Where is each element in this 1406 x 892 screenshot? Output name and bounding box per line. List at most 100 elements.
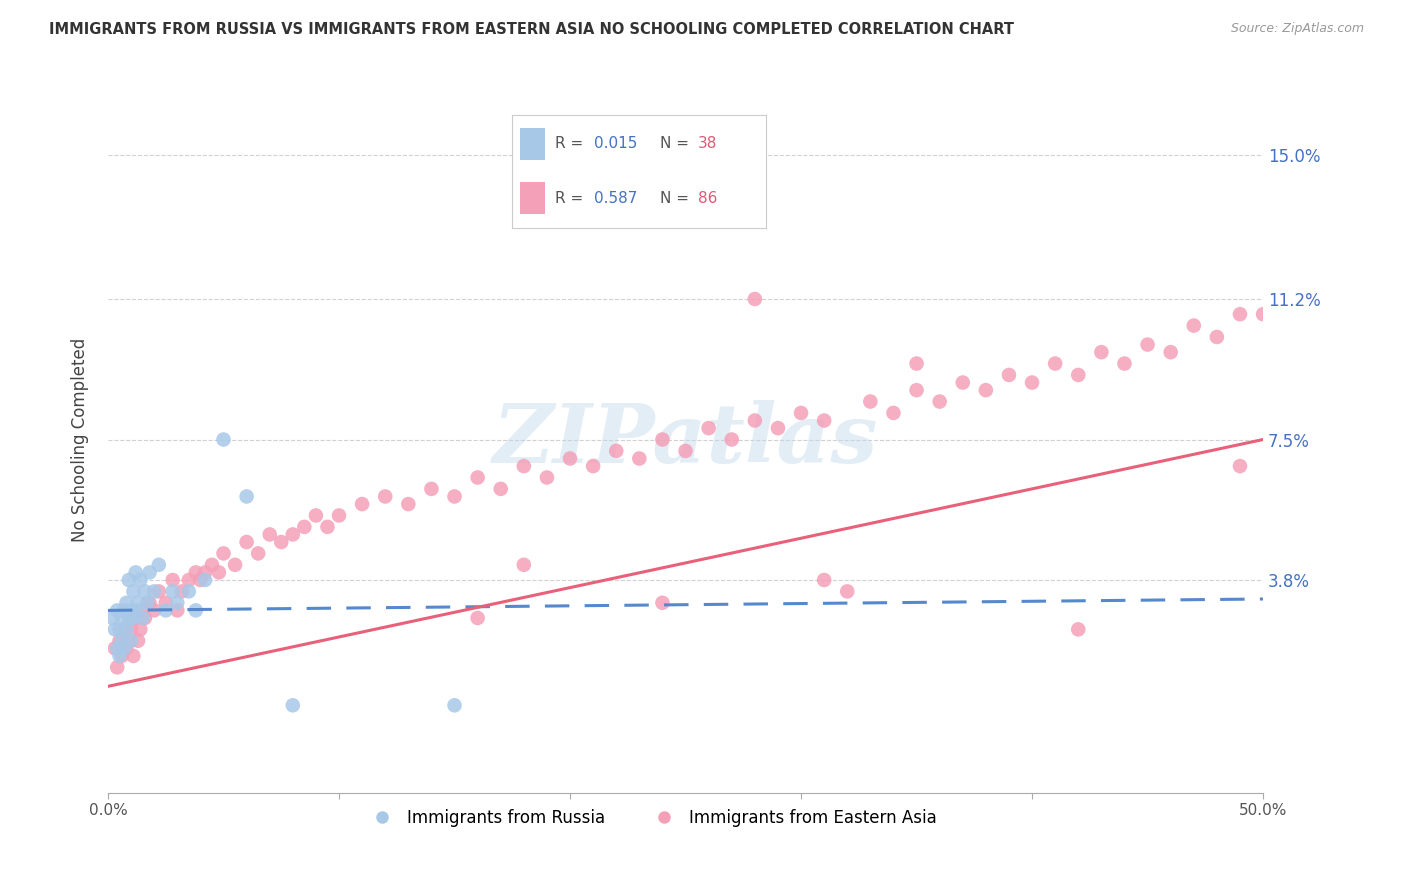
Immigrants from Eastern Asia <box>582 459 605 474</box>
Immigrants from Eastern Asia <box>837 584 859 599</box>
Immigrants from Russia <box>131 611 153 625</box>
Immigrants from Eastern Asia <box>720 433 742 447</box>
Immigrants from Eastern Asia <box>259 527 281 541</box>
Immigrants from Russia <box>101 611 124 625</box>
Immigrants from Eastern Asia <box>352 497 374 511</box>
Immigrants from Russia <box>118 573 141 587</box>
Immigrants from Eastern Asia <box>882 406 904 420</box>
Immigrants from Eastern Asia <box>177 573 200 587</box>
Text: IMMIGRANTS FROM RUSSIA VS IMMIGRANTS FROM EASTERN ASIA NO SCHOOLING COMPLETED CO: IMMIGRANTS FROM RUSSIA VS IMMIGRANTS FRO… <box>49 22 1014 37</box>
Immigrants from Russia <box>162 584 184 599</box>
Immigrants from Eastern Asia <box>235 535 257 549</box>
Immigrants from Eastern Asia <box>134 611 156 625</box>
Immigrants from Eastern Asia <box>744 413 766 427</box>
Immigrants from Russia <box>105 641 128 656</box>
Immigrants from Russia <box>118 611 141 625</box>
Immigrants from Eastern Asia <box>138 596 160 610</box>
Immigrants from Russia <box>122 611 145 625</box>
Immigrants from Eastern Asia <box>127 633 149 648</box>
Text: Source: ZipAtlas.com: Source: ZipAtlas.com <box>1230 22 1364 36</box>
Immigrants from Eastern Asia <box>1182 318 1205 333</box>
Immigrants from Eastern Asia <box>952 376 974 390</box>
Immigrants from Eastern Asia <box>905 357 928 371</box>
Immigrants from Eastern Asia <box>328 508 350 523</box>
Immigrants from Eastern Asia <box>1067 623 1090 637</box>
Immigrants from Eastern Asia <box>104 641 127 656</box>
Immigrants from Eastern Asia <box>129 623 152 637</box>
Immigrants from Russia <box>129 573 152 587</box>
Immigrants from Eastern Asia <box>1229 307 1251 321</box>
Immigrants from Russia <box>281 698 304 713</box>
Immigrants from Eastern Asia <box>247 546 270 560</box>
Immigrants from Russia <box>235 490 257 504</box>
Immigrants from Eastern Asia <box>115 641 138 656</box>
Immigrants from Russia <box>122 584 145 599</box>
Immigrants from Eastern Asia <box>131 603 153 617</box>
Immigrants from Russia <box>125 566 148 580</box>
Immigrants from Eastern Asia <box>1251 307 1274 321</box>
Immigrants from Russia <box>138 566 160 580</box>
Immigrants from Eastern Asia <box>651 596 673 610</box>
Immigrants from Eastern Asia <box>790 406 813 420</box>
Immigrants from Eastern Asia <box>1160 345 1182 359</box>
Immigrants from Eastern Asia <box>697 421 720 435</box>
Immigrants from Eastern Asia <box>813 413 835 427</box>
Immigrants from Eastern Asia <box>1136 337 1159 351</box>
Immigrants from Eastern Asia <box>201 558 224 572</box>
Immigrants from Eastern Asia <box>316 520 339 534</box>
Immigrants from Eastern Asia <box>212 546 235 560</box>
Immigrants from Eastern Asia <box>374 490 396 504</box>
Immigrants from Russia <box>104 623 127 637</box>
Immigrants from Russia <box>194 573 217 587</box>
Immigrants from Eastern Asia <box>1229 459 1251 474</box>
Immigrants from Eastern Asia <box>305 508 328 523</box>
Immigrants from Russia <box>443 698 465 713</box>
Immigrants from Russia <box>120 633 142 648</box>
Immigrants from Eastern Asia <box>155 596 177 610</box>
Immigrants from Eastern Asia <box>489 482 512 496</box>
Immigrants from Eastern Asia <box>675 443 697 458</box>
Immigrants from Eastern Asia <box>766 421 789 435</box>
Immigrants from Eastern Asia <box>1205 330 1227 344</box>
Immigrants from Eastern Asia <box>420 482 443 496</box>
Immigrants from Eastern Asia <box>166 603 188 617</box>
Immigrants from Eastern Asia <box>513 558 536 572</box>
Immigrants from Russia <box>115 596 138 610</box>
Immigrants from Eastern Asia <box>1090 345 1112 359</box>
Immigrants from Eastern Asia <box>558 451 581 466</box>
Immigrants from Eastern Asia <box>292 520 315 534</box>
Immigrants from Eastern Asia <box>1021 376 1043 390</box>
Immigrants from Eastern Asia <box>190 573 212 587</box>
Immigrants from Eastern Asia <box>105 660 128 674</box>
Immigrants from Eastern Asia <box>467 470 489 484</box>
Immigrants from Russia <box>112 603 135 617</box>
Immigrants from Eastern Asia <box>122 648 145 663</box>
Immigrants from Eastern Asia <box>208 566 231 580</box>
Immigrants from Eastern Asia <box>536 470 558 484</box>
Immigrants from Eastern Asia <box>170 584 193 599</box>
Immigrants from Eastern Asia <box>859 394 882 409</box>
Immigrants from Eastern Asia <box>148 584 170 599</box>
Immigrants from Russia <box>120 603 142 617</box>
Immigrants from Russia <box>148 558 170 572</box>
Immigrants from Russia <box>125 603 148 617</box>
Immigrants from Eastern Asia <box>162 573 184 587</box>
Immigrants from Eastern Asia <box>108 633 131 648</box>
Immigrants from Eastern Asia <box>628 451 651 466</box>
Y-axis label: No Schooling Completed: No Schooling Completed <box>72 337 89 541</box>
Immigrants from Russia <box>166 596 188 610</box>
Immigrants from Russia <box>136 596 159 610</box>
Immigrants from Eastern Asia <box>118 633 141 648</box>
Immigrants from Russia <box>134 584 156 599</box>
Immigrants from Eastern Asia <box>1067 368 1090 382</box>
Immigrants from Russia <box>127 596 149 610</box>
Immigrants from Russia <box>108 648 131 663</box>
Immigrants from Eastern Asia <box>905 383 928 397</box>
Legend: Immigrants from Russia, Immigrants from Eastern Asia: Immigrants from Russia, Immigrants from … <box>359 803 943 834</box>
Immigrants from Eastern Asia <box>998 368 1021 382</box>
Immigrants from Eastern Asia <box>111 648 134 663</box>
Immigrants from Russia <box>177 584 200 599</box>
Immigrants from Russia <box>155 603 177 617</box>
Immigrants from Eastern Asia <box>1043 357 1066 371</box>
Immigrants from Eastern Asia <box>513 459 536 474</box>
